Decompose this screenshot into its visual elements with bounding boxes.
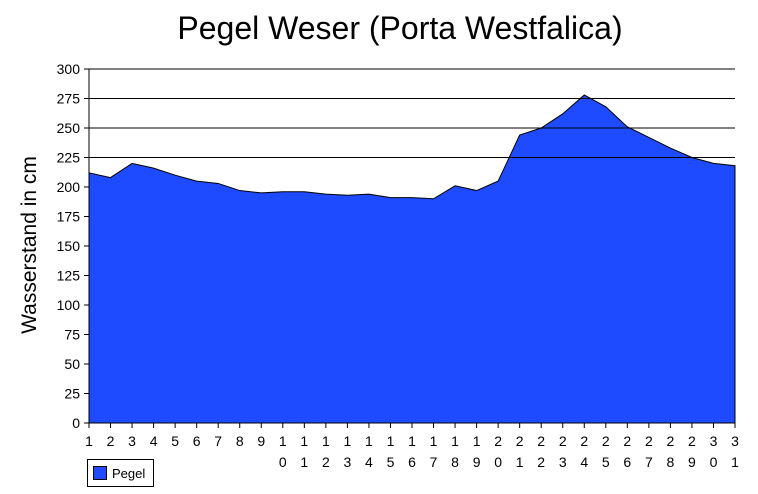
y-tick-label-125: 125 — [57, 268, 81, 284]
legend-label: Pegel — [112, 465, 146, 481]
x-tick-label-4: 4 — [150, 433, 158, 449]
y-tick-label-200: 200 — [57, 179, 81, 195]
y-tick-label-250: 250 — [57, 120, 81, 136]
x-tick-label-5: 5 — [171, 433, 179, 449]
x-tick-label-2: 2 — [107, 433, 115, 449]
y-tick-label-0: 0 — [72, 415, 80, 431]
y-tick-label-50: 50 — [64, 356, 80, 372]
x-tick-label-6: 6 — [193, 433, 201, 449]
y-tick-label-100: 100 — [57, 297, 81, 313]
y-axis-label: Wasserstand in cm — [18, 156, 41, 334]
x-tick-label-1: 1 — [85, 433, 93, 449]
series-area-pegel — [88, 94, 736, 424]
x-tick-label-9: 9 — [257, 433, 265, 449]
y-tick-label-25: 25 — [64, 386, 80, 402]
y-tick-label-150: 150 — [57, 238, 81, 254]
y-tick-label-175: 175 — [57, 209, 81, 225]
legend: Pegel — [87, 459, 154, 487]
y-tick-label-275: 275 — [57, 91, 81, 107]
y-tick-label-225: 225 — [57, 150, 81, 166]
x-tick-label-3: 3 — [128, 433, 136, 449]
chart-title: Pegel Weser (Porta Westfalica) — [177, 10, 623, 46]
y-tick-label-300: 300 — [57, 61, 81, 77]
x-tick-label-7: 7 — [214, 433, 222, 449]
x-tick-label-8: 8 — [236, 433, 244, 449]
y-tick-label-75: 75 — [64, 327, 80, 343]
legend-swatch — [93, 466, 107, 480]
